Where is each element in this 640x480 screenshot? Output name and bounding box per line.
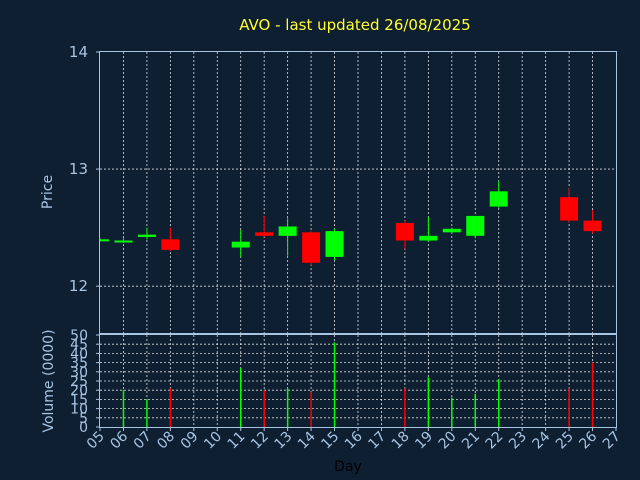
- candle-body: [489, 191, 508, 207]
- volume-tick-label: 35: [70, 356, 88, 372]
- candle: [255, 215, 274, 237]
- candle-body: [231, 241, 250, 248]
- candlestick-series: [99, 180, 602, 266]
- chart-title: AVO - last updated 26/08/2025: [239, 16, 470, 34]
- volume-bar: [146, 399, 148, 427]
- volume-tick-label: 5: [79, 411, 88, 427]
- day-tick-label: 18: [389, 429, 413, 453]
- day-tick-label: 16: [342, 428, 366, 452]
- candle-body: [302, 232, 321, 263]
- candle-body: [255, 232, 274, 236]
- candle-body: [161, 239, 180, 250]
- candle: [560, 187, 579, 223]
- price-tick-label: 13: [69, 160, 88, 178]
- volume-bar: [333, 342, 336, 427]
- day-tick-label: 27: [600, 429, 624, 453]
- candle-body: [278, 226, 297, 236]
- candle: [302, 231, 321, 266]
- day-tick-label: 12: [248, 429, 272, 453]
- price-tick-label: 12: [69, 277, 88, 295]
- candle-body: [583, 220, 602, 232]
- candle-body: [395, 222, 414, 241]
- candle-body: [137, 234, 156, 237]
- day-x-ticks: 05 06 07 08 09 10 11 12 13 14 15 16 17 18 19 20 21 22 23 24…: [84, 427, 624, 452]
- day-tick-label: 06: [107, 428, 131, 452]
- volume-bar: [404, 388, 406, 427]
- volume-axis-label: Volume (0000): [41, 329, 57, 432]
- candle-body: [442, 228, 461, 233]
- volume-tick-label: 50: [70, 328, 88, 344]
- candle: [161, 227, 180, 252]
- volume-bar: [122, 390, 125, 427]
- day-tick-label: 08: [154, 429, 178, 453]
- volume-bar: [497, 379, 500, 427]
- day-tick-label: 07: [131, 429, 155, 453]
- candle-body: [466, 215, 485, 236]
- day-tick-label: 19: [412, 429, 436, 453]
- day-tick-label: 14: [295, 428, 319, 452]
- candle: [231, 229, 250, 257]
- volume-tick-label: 10: [70, 402, 88, 418]
- price-panel: 12 13 14 Price: [40, 43, 617, 334]
- candle-body: [560, 197, 579, 221]
- price-tick-label: 14: [69, 43, 88, 61]
- day-tick-label: 09: [178, 429, 202, 453]
- day-tick-label: 20: [436, 429, 460, 453]
- candle: [442, 227, 461, 234]
- candle-body: [100, 239, 109, 242]
- volume-bar: [263, 390, 265, 427]
- day-tick-label: 24: [530, 428, 554, 452]
- candle: [137, 227, 156, 240]
- volume-bar: [427, 377, 430, 427]
- volume-tick-label: 20: [70, 383, 88, 399]
- volume-grid: [100, 335, 616, 427]
- volume-bar: [310, 392, 312, 427]
- day-tick-label: 13: [272, 429, 296, 453]
- day-tick-label: 17: [365, 429, 389, 453]
- candle-body: [114, 240, 133, 243]
- day-tick-label: 22: [483, 429, 507, 453]
- volume-tick-label: 15: [70, 392, 88, 408]
- volume-bar: [568, 388, 570, 427]
- candle: [466, 215, 485, 239]
- volume-bar-series: [122, 342, 594, 427]
- day-tick-label: 10: [201, 429, 225, 453]
- volume-tick-label: 45: [70, 337, 88, 353]
- candle: [395, 220, 414, 249]
- volume-bar: [451, 397, 453, 427]
- day-tick-label: 25: [553, 429, 577, 453]
- price-plot-frame: [99, 51, 617, 334]
- candle: [419, 217, 438, 242]
- day-tick-label: 26: [576, 428, 600, 452]
- volume-tick-label: 0: [79, 420, 88, 436]
- volume-tick-label: 40: [70, 346, 88, 362]
- candle-body: [419, 235, 438, 241]
- volume-bar: [239, 368, 242, 427]
- volume-bar: [474, 393, 477, 427]
- volume-tick-label: 30: [70, 365, 88, 381]
- day-tick-label: 15: [318, 429, 342, 453]
- volume-tick-label: 25: [70, 374, 88, 390]
- volume-bar: [169, 388, 172, 427]
- candle: [114, 238, 133, 243]
- volume-bar: [286, 388, 289, 427]
- candle-body: [325, 231, 344, 257]
- volume-bar: [591, 362, 594, 427]
- price-grid: [100, 52, 616, 333]
- candle: [325, 228, 344, 261]
- candle: [583, 210, 602, 234]
- candle: [489, 180, 508, 208]
- day-tick-label: 23: [506, 429, 530, 453]
- candle: [99, 238, 109, 242]
- price-axis-label: Price: [40, 175, 56, 209]
- day-tick-label: 21: [459, 429, 483, 453]
- candle: [278, 218, 297, 256]
- price-y-ticks: 12 13 14: [69, 43, 100, 295]
- day-tick-label: 11: [225, 429, 249, 453]
- day-axis-label: Day: [334, 459, 362, 475]
